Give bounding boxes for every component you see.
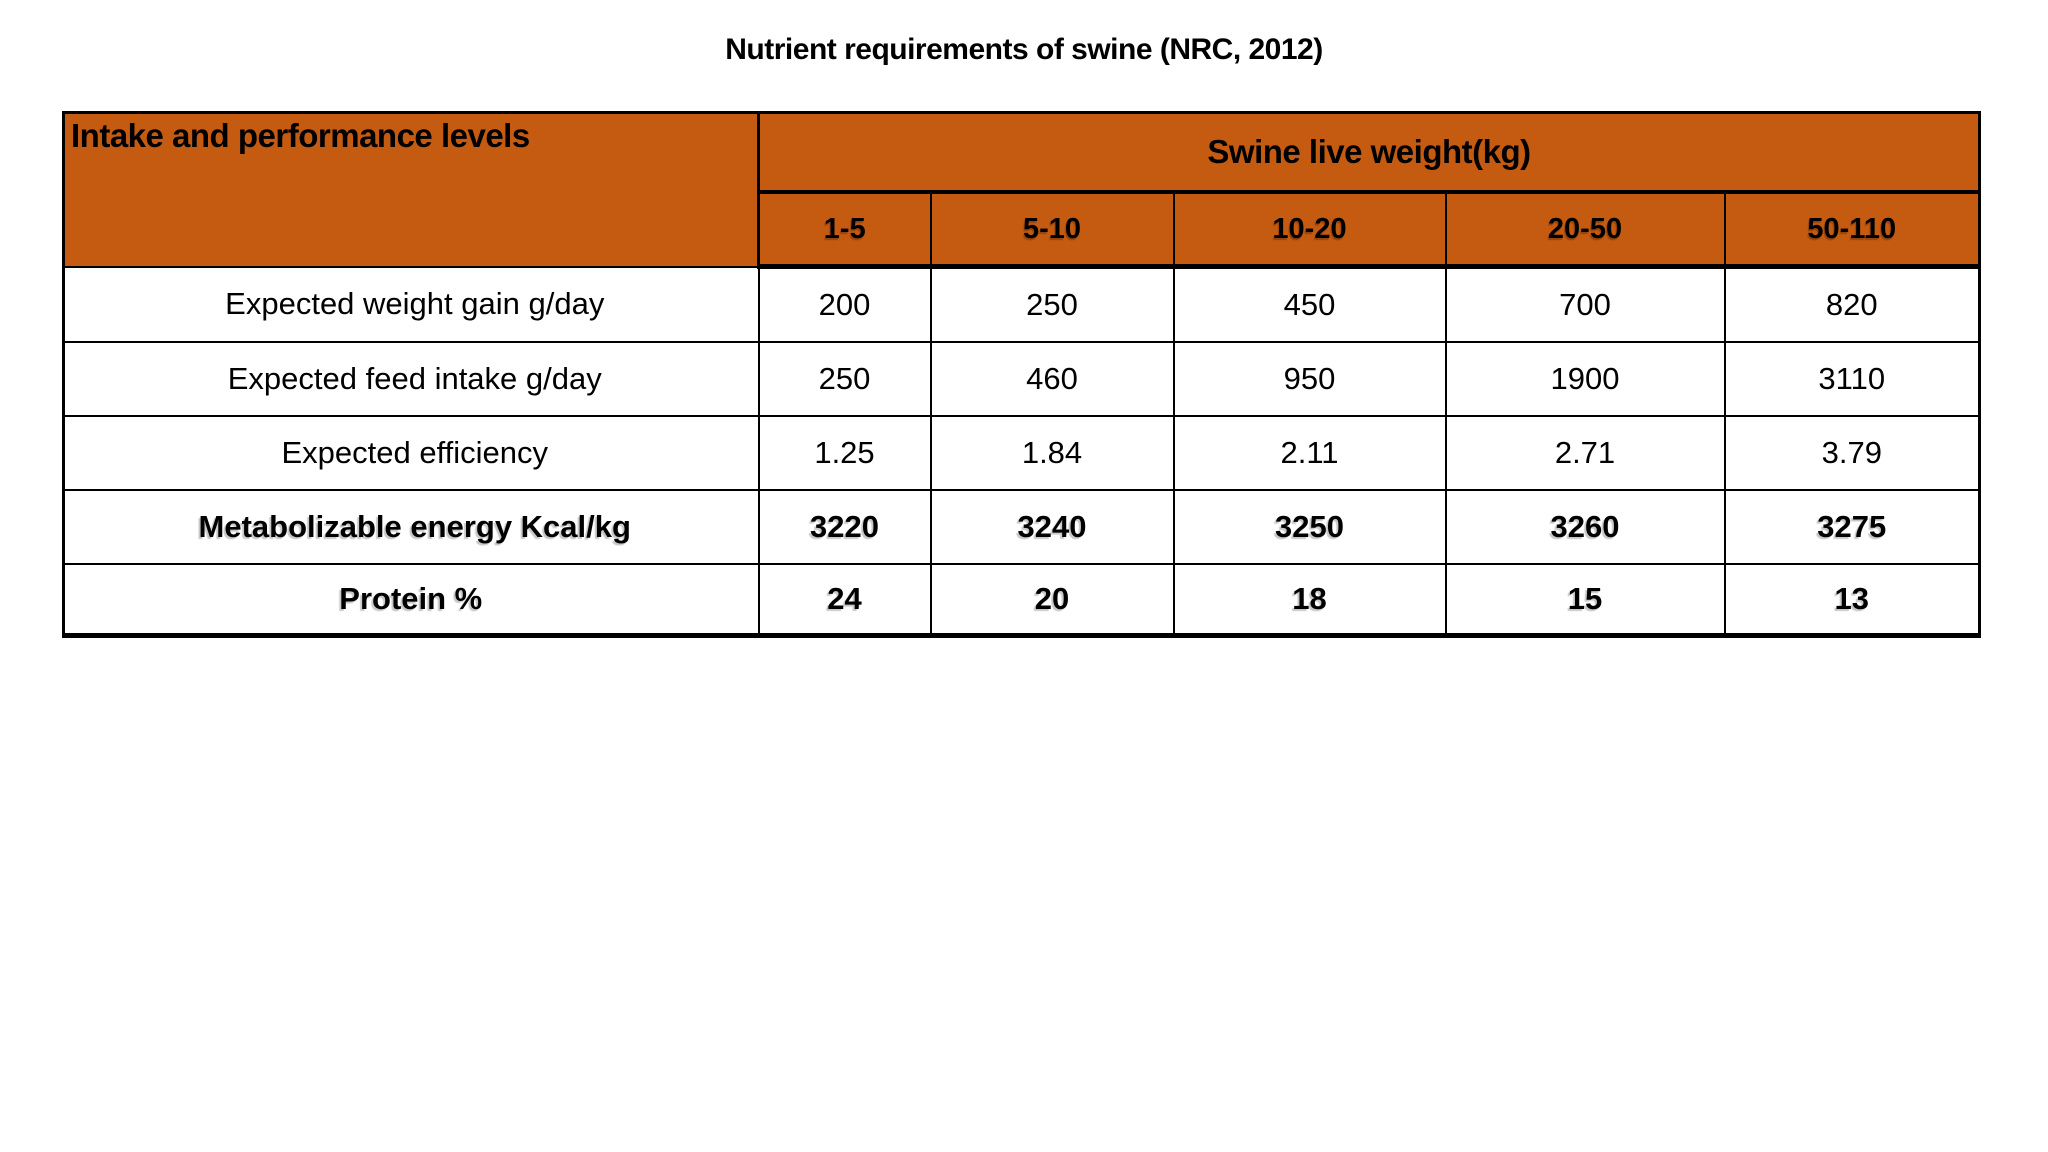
value-cell: 3250	[1172, 489, 1447, 565]
value-cell: 3240	[929, 489, 1175, 565]
col-header-range-1: 1-5	[757, 191, 932, 269]
col-header-range-3: 10-20	[1172, 191, 1447, 269]
group-header: Swine live weight(kg)	[757, 111, 1981, 194]
table-row-weight-gain: Expected weight gain g/day 200 250 450 7…	[62, 265, 1981, 343]
value-cell: 700	[1444, 265, 1726, 343]
value-cell: 2.71	[1444, 415, 1726, 491]
value-cell: 820	[1723, 265, 1981, 343]
value-cell: 1.84	[929, 415, 1175, 491]
row-label: Expected efficiency	[62, 415, 760, 491]
header-row-group: Intake and performance levels Swine live…	[62, 111, 1981, 268]
value-cell: 3260	[1444, 489, 1726, 565]
col-header-range-2: 5-10	[929, 191, 1175, 269]
value-cell: 3275	[1723, 489, 1981, 565]
table-row-metabolizable-energy: Metabolizable energy Kcal/kg 3220 3240 3…	[62, 489, 1981, 565]
corner-header: Intake and performance levels	[62, 111, 760, 268]
value-cell: 200	[757, 265, 932, 343]
value-cell: 20	[929, 563, 1175, 637]
value-cell: 3.79	[1723, 415, 1981, 491]
table-row-protein: Protein % 24 20 18 15 13	[62, 563, 1981, 637]
value-cell: 250	[929, 265, 1175, 343]
row-label: Metabolizable energy Kcal/kg	[62, 489, 760, 565]
value-cell: 460	[929, 341, 1175, 417]
table-row-efficiency: Expected efficiency 1.25 1.84 2.11 2.71 …	[62, 415, 1981, 491]
value-cell: 15	[1444, 563, 1726, 637]
value-cell: 250	[757, 341, 932, 417]
value-cell: 450	[1172, 265, 1447, 343]
page-title: Nutrient requirements of swine (NRC, 201…	[725, 33, 1323, 66]
col-header-range-5: 50-110	[1723, 191, 1981, 269]
row-label: Protein %	[62, 563, 760, 637]
value-cell: 1900	[1444, 341, 1726, 417]
value-cell: 3220	[757, 489, 932, 565]
value-cell: 3110	[1723, 341, 1981, 417]
col-header-range-4: 20-50	[1444, 191, 1726, 269]
value-cell: 18	[1172, 563, 1447, 637]
value-cell: 950	[1172, 341, 1447, 417]
nutrient-requirements-table: Intake and performance levels Swine live…	[62, 111, 1982, 638]
value-cell: 13	[1723, 563, 1981, 637]
row-label: Expected feed intake g/day	[62, 341, 760, 417]
value-cell: 2.11	[1172, 415, 1447, 491]
value-cell: 1.25	[757, 415, 932, 491]
table-row-feed-intake: Expected feed intake g/day 250 460 950 1…	[62, 341, 1981, 417]
value-cell: 24	[757, 563, 932, 637]
row-label: Expected weight gain g/day	[62, 265, 760, 343]
header-row-ranges: 1-5 5-10 10-20 20-50 50-110	[64, 191, 1981, 269]
